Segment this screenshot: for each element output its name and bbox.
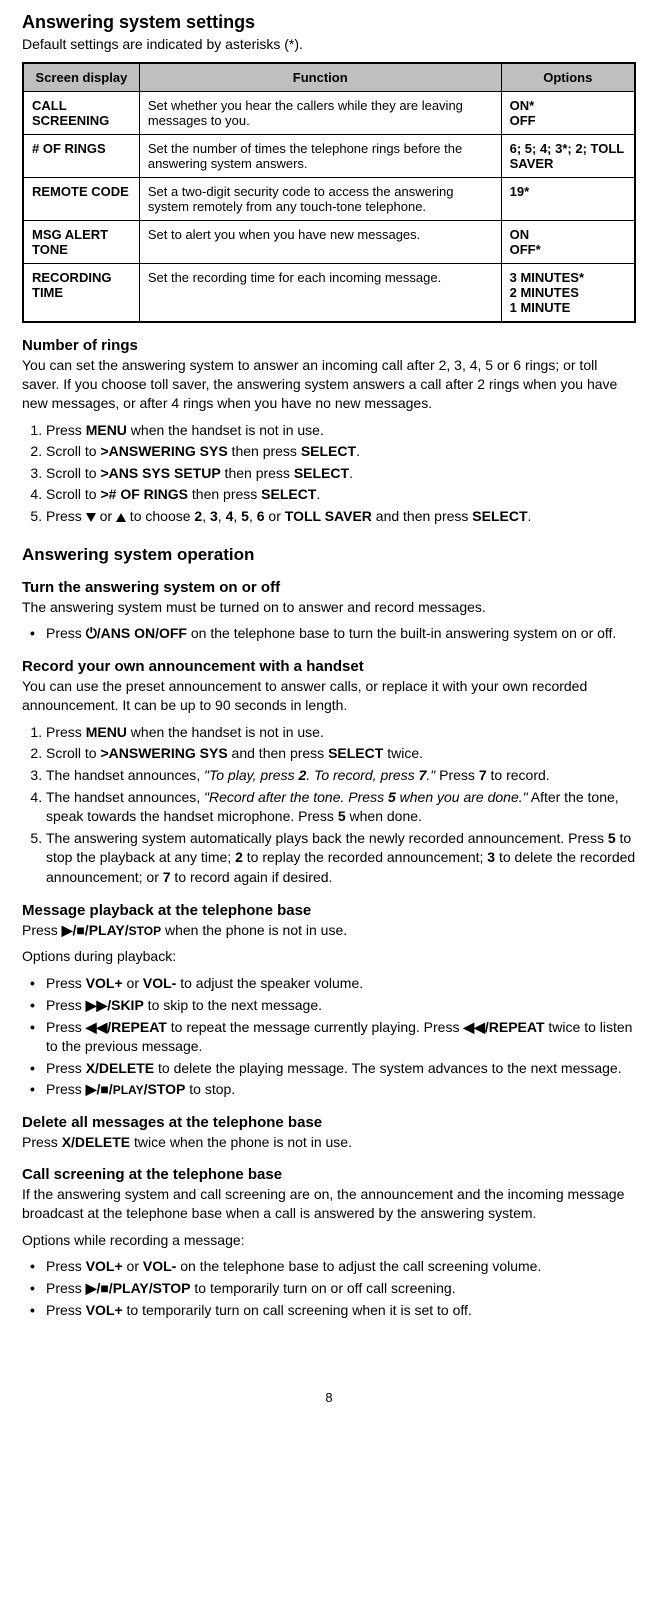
list-item: Press ▶/■/PLAY/STOP to temporarily turn …: [22, 1279, 636, 1299]
playback-line: Press ▶/■/PLAY/STOP when the phone is no…: [22, 921, 636, 940]
table-cell: 19*: [501, 177, 635, 220]
settings-table: Screen display Function Options CALL SCR…: [22, 62, 636, 323]
page-title: Answering system settings: [22, 12, 636, 33]
section-title-playback: Message playback at the telephone base: [22, 902, 636, 919]
list-item: Press or to choose 2, 3, 4, 5, 6 or TOLL…: [46, 507, 636, 527]
table-cell: Set a two-digit security code to access …: [139, 177, 501, 220]
section-title-screening: Call screening at the telephone base: [22, 1166, 636, 1183]
list-item: The handset announces, "To play, press 2…: [46, 766, 636, 786]
section-title-delete: Delete all messages at the telephone bas…: [22, 1114, 636, 1131]
record-steps: Press MENU when the handset is not in us…: [22, 723, 636, 888]
list-item: Press MENU when the handset is not in us…: [46, 723, 636, 743]
section-title-record: Record your own announcement with a hand…: [22, 658, 636, 675]
turn-intro: The answering system must be turned on t…: [22, 598, 636, 617]
table-cell: RECORDING TIME: [23, 263, 139, 322]
table-header: Options: [501, 63, 635, 92]
section-title-rings: Number of rings: [22, 337, 636, 354]
list-item: Scroll to >ANSWERING SYS then press SELE…: [46, 442, 636, 462]
table-cell: Set the recording time for each incoming…: [139, 263, 501, 322]
delete-line: Press X/DELETE twice when the phone is n…: [22, 1133, 636, 1152]
table-cell: CALL SCREENING: [23, 91, 139, 134]
page-number: 8: [22, 1390, 636, 1405]
list-item: Scroll to >ANS SYS SETUP then press SELE…: [46, 464, 636, 484]
playback-subhead: Options during playback:: [22, 947, 636, 966]
playback-list: Press VOL+ or VOL- to adjust the speaker…: [22, 974, 636, 1100]
arrow-down-icon: [86, 513, 96, 522]
section-title-turn: Turn the answering system on or off: [22, 579, 636, 596]
list-item: Press X/DELETE to delete the playing mes…: [22, 1059, 636, 1079]
page-subtitle: Default settings are indicated by asteri…: [22, 35, 636, 54]
list-item: Scroll to >ANSWERING SYS and then press …: [46, 744, 636, 764]
list-item: Press VOL+ or VOL- to adjust the speaker…: [22, 974, 636, 994]
table-header: Function: [139, 63, 501, 92]
table-cell: Set the number of times the telephone ri…: [139, 134, 501, 177]
manual-page: Answering system settings Default settin…: [0, 0, 658, 1425]
table-cell: # OF RINGS: [23, 134, 139, 177]
table-cell: Set to alert you when you have new messa…: [139, 220, 501, 263]
arrow-up-icon: [116, 513, 126, 522]
table-row: REMOTE CODE Set a two-digit security cod…: [23, 177, 635, 220]
table-row: CALL SCREENING Set whether you hear the …: [23, 91, 635, 134]
table-cell: Set whether you hear the callers while t…: [139, 91, 501, 134]
record-intro: You can use the preset announcement to a…: [22, 677, 636, 715]
table-cell: MSG ALERT TONE: [23, 220, 139, 263]
list-item: The handset announces, "Record after the…: [46, 788, 636, 827]
screening-intro: If the answering system and call screeni…: [22, 1185, 636, 1223]
list-item: Scroll to ># OF RINGS then press SELECT.: [46, 485, 636, 505]
table-cell: 6; 5; 4; 3*; 2; TOLL SAVER: [501, 134, 635, 177]
turn-list: Press ⏻/ANS ON/OFF on the telephone base…: [22, 624, 636, 644]
rings-steps: Press MENU when the handset is not in us…: [22, 421, 636, 527]
list-item: Press VOL+ or VOL- on the telephone base…: [22, 1257, 636, 1277]
screening-list: Press VOL+ or VOL- on the telephone base…: [22, 1257, 636, 1320]
table-cell: 3 MINUTES* 2 MINUTES 1 MINUTE: [501, 263, 635, 322]
list-item: Press ◀◀/REPEAT to repeat the message cu…: [22, 1018, 636, 1057]
table-cell: ON* OFF: [501, 91, 635, 134]
table-cell: ON OFF*: [501, 220, 635, 263]
list-item: Press MENU when the handset is not in us…: [46, 421, 636, 441]
list-item: The answering system automatically plays…: [46, 829, 636, 888]
table-cell: REMOTE CODE: [23, 177, 139, 220]
list-item: Press VOL+ to temporarily turn on call s…: [22, 1301, 636, 1321]
table-row: # OF RINGS Set the number of times the t…: [23, 134, 635, 177]
table-header: Screen display: [23, 63, 139, 92]
list-item: Press ⏻/ANS ON/OFF on the telephone base…: [22, 624, 636, 644]
section-title-operation: Answering system operation: [22, 545, 636, 565]
table-row: RECORDING TIME Set the recording time fo…: [23, 263, 635, 322]
list-item: Press ▶▶/SKIP to skip to the next messag…: [22, 996, 636, 1016]
rings-intro: You can set the answering system to answ…: [22, 356, 636, 413]
screening-subhead: Options while recording a message:: [22, 1231, 636, 1250]
list-item: Press ▶/■/PLAY/STOP to stop.: [22, 1080, 636, 1100]
table-row: MSG ALERT TONE Set to alert you when you…: [23, 220, 635, 263]
